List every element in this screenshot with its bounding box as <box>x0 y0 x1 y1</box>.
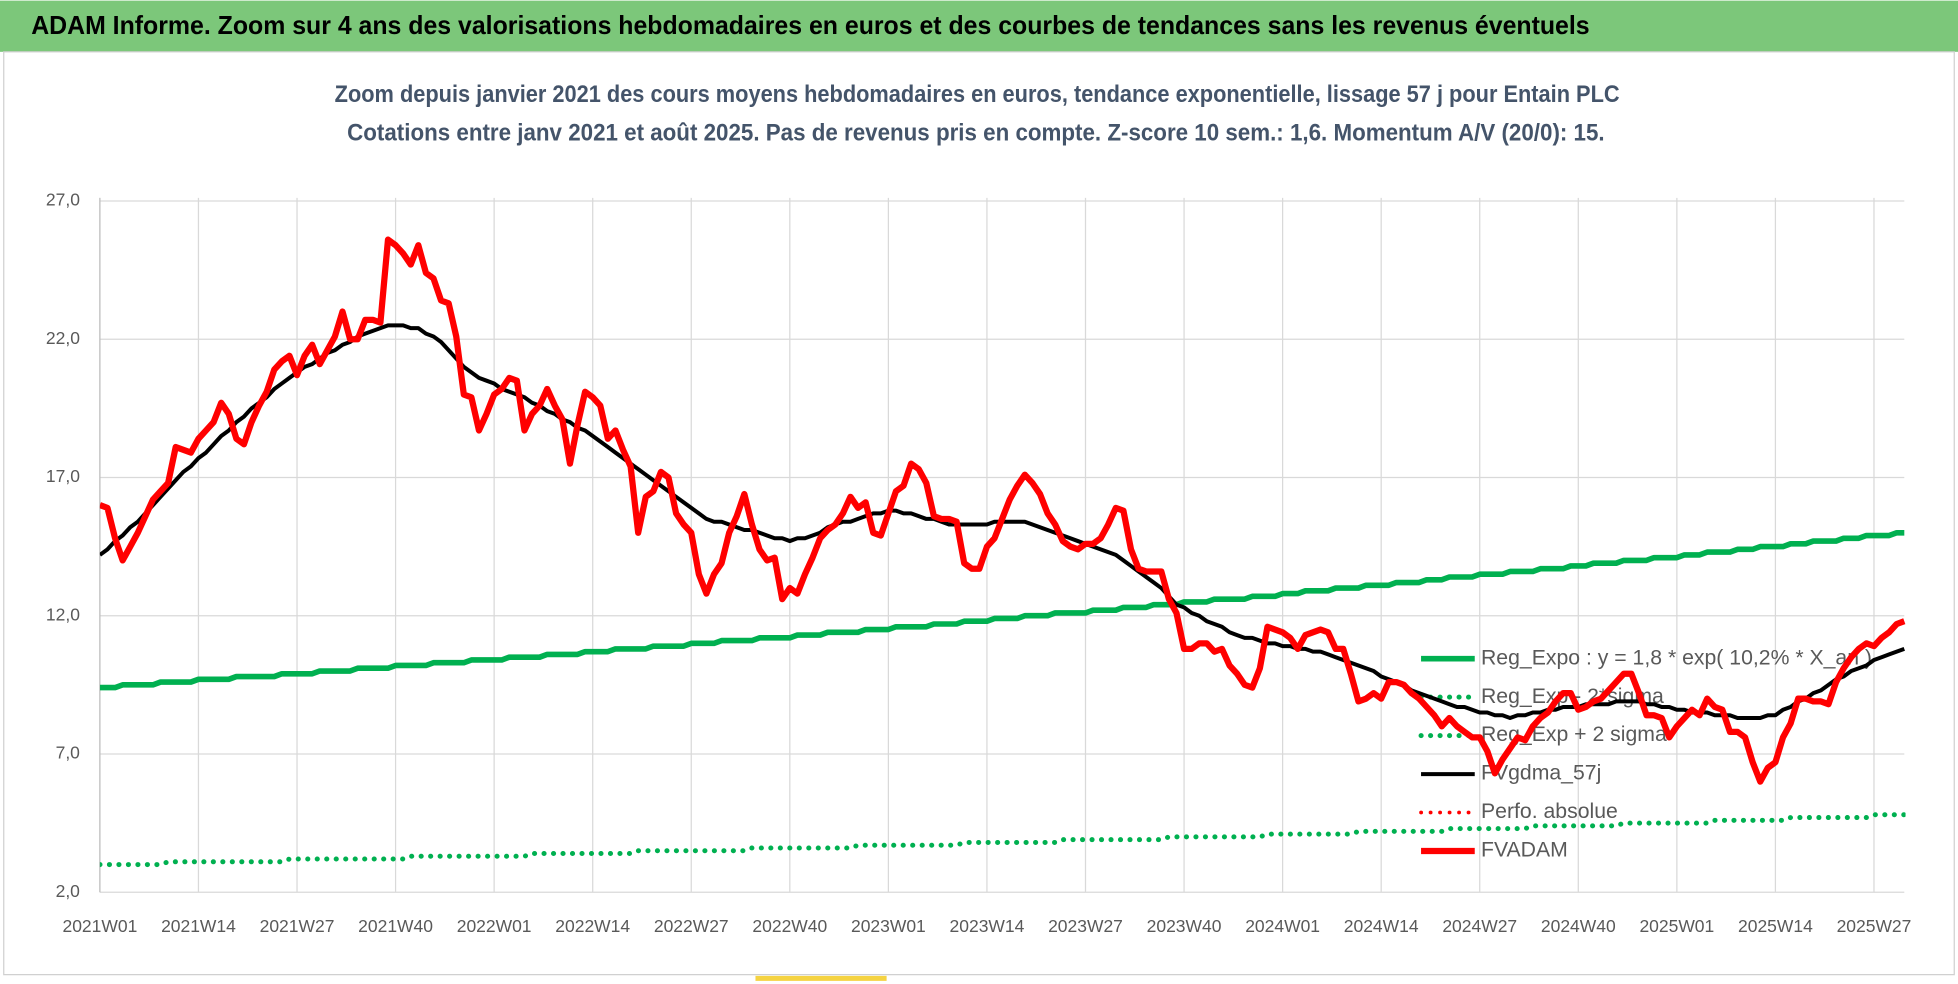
x-tick-label: 2024W40 <box>1541 916 1616 936</box>
legend-label: Reg_Exp + 2 sigma <box>1481 723 1667 746</box>
legend-label: Reg_Expo : y = 1,8 * exp( 10,2% * X_an ) <box>1481 646 1872 669</box>
header-title: ADAM Informe. Zoom sur 4 ans des valoris… <box>31 10 1589 40</box>
legend-label: FVgdma_57j <box>1481 762 1601 785</box>
y-tick-label: 17,0 <box>46 466 80 486</box>
title-background <box>327 73 1624 158</box>
x-tick-label: 2021W01 <box>63 916 138 936</box>
y-tick-label: 12,0 <box>46 604 80 624</box>
y-tick-label: 2,0 <box>56 881 81 901</box>
legend-label: Perfo. absolue <box>1481 800 1618 823</box>
x-tick-label: 2021W27 <box>260 916 335 936</box>
x-tick-label: 2021W40 <box>358 916 433 936</box>
x-tick-label: 2022W01 <box>457 916 532 936</box>
x-tick-label: 2024W27 <box>1442 916 1517 936</box>
header-band <box>0 0 1958 52</box>
x-tick-label: 2022W40 <box>752 916 827 936</box>
x-tick-label: 2025W14 <box>1738 916 1813 936</box>
x-tick-label: 2023W27 <box>1048 916 1123 936</box>
chart-title: Zoom depuis janvier 2021 des cours moyen… <box>335 82 1620 108</box>
y-tick-label: 27,0 <box>46 190 80 210</box>
x-tick-label: 2022W27 <box>654 916 729 936</box>
footer-mark <box>755 975 887 981</box>
series-line <box>99 812 1906 868</box>
y-tick-label: 22,0 <box>46 328 80 348</box>
x-tick-label: 2024W14 <box>1344 916 1419 936</box>
chart-subtitle: Cotations entre janv 2021 et août 2025. … <box>347 121 1604 147</box>
series-line <box>99 236 1906 785</box>
series <box>99 236 1906 868</box>
x-tick-label: 2023W01 <box>851 916 926 936</box>
x-tick-label: 2025W27 <box>1837 916 1912 936</box>
series-line <box>99 529 1905 691</box>
x-tick-label: 2024W01 <box>1245 916 1320 936</box>
x-tick-label: 2021W14 <box>161 916 236 936</box>
x-tick-label: 2025W01 <box>1639 916 1714 936</box>
grid: 2,0 7,0 12,0 17,0 22,0 27,0 2021W01 2021W14 2021… <box>46 190 1911 936</box>
legend-label: FVADAM <box>1481 839 1568 862</box>
x-tick-label: 2022W14 <box>555 916 630 936</box>
x-tick-label: 2023W14 <box>950 916 1025 936</box>
y-tick-label: 7,0 <box>56 743 81 763</box>
x-tick-label: 2023W40 <box>1147 916 1222 936</box>
chart-frame <box>3 51 1955 976</box>
